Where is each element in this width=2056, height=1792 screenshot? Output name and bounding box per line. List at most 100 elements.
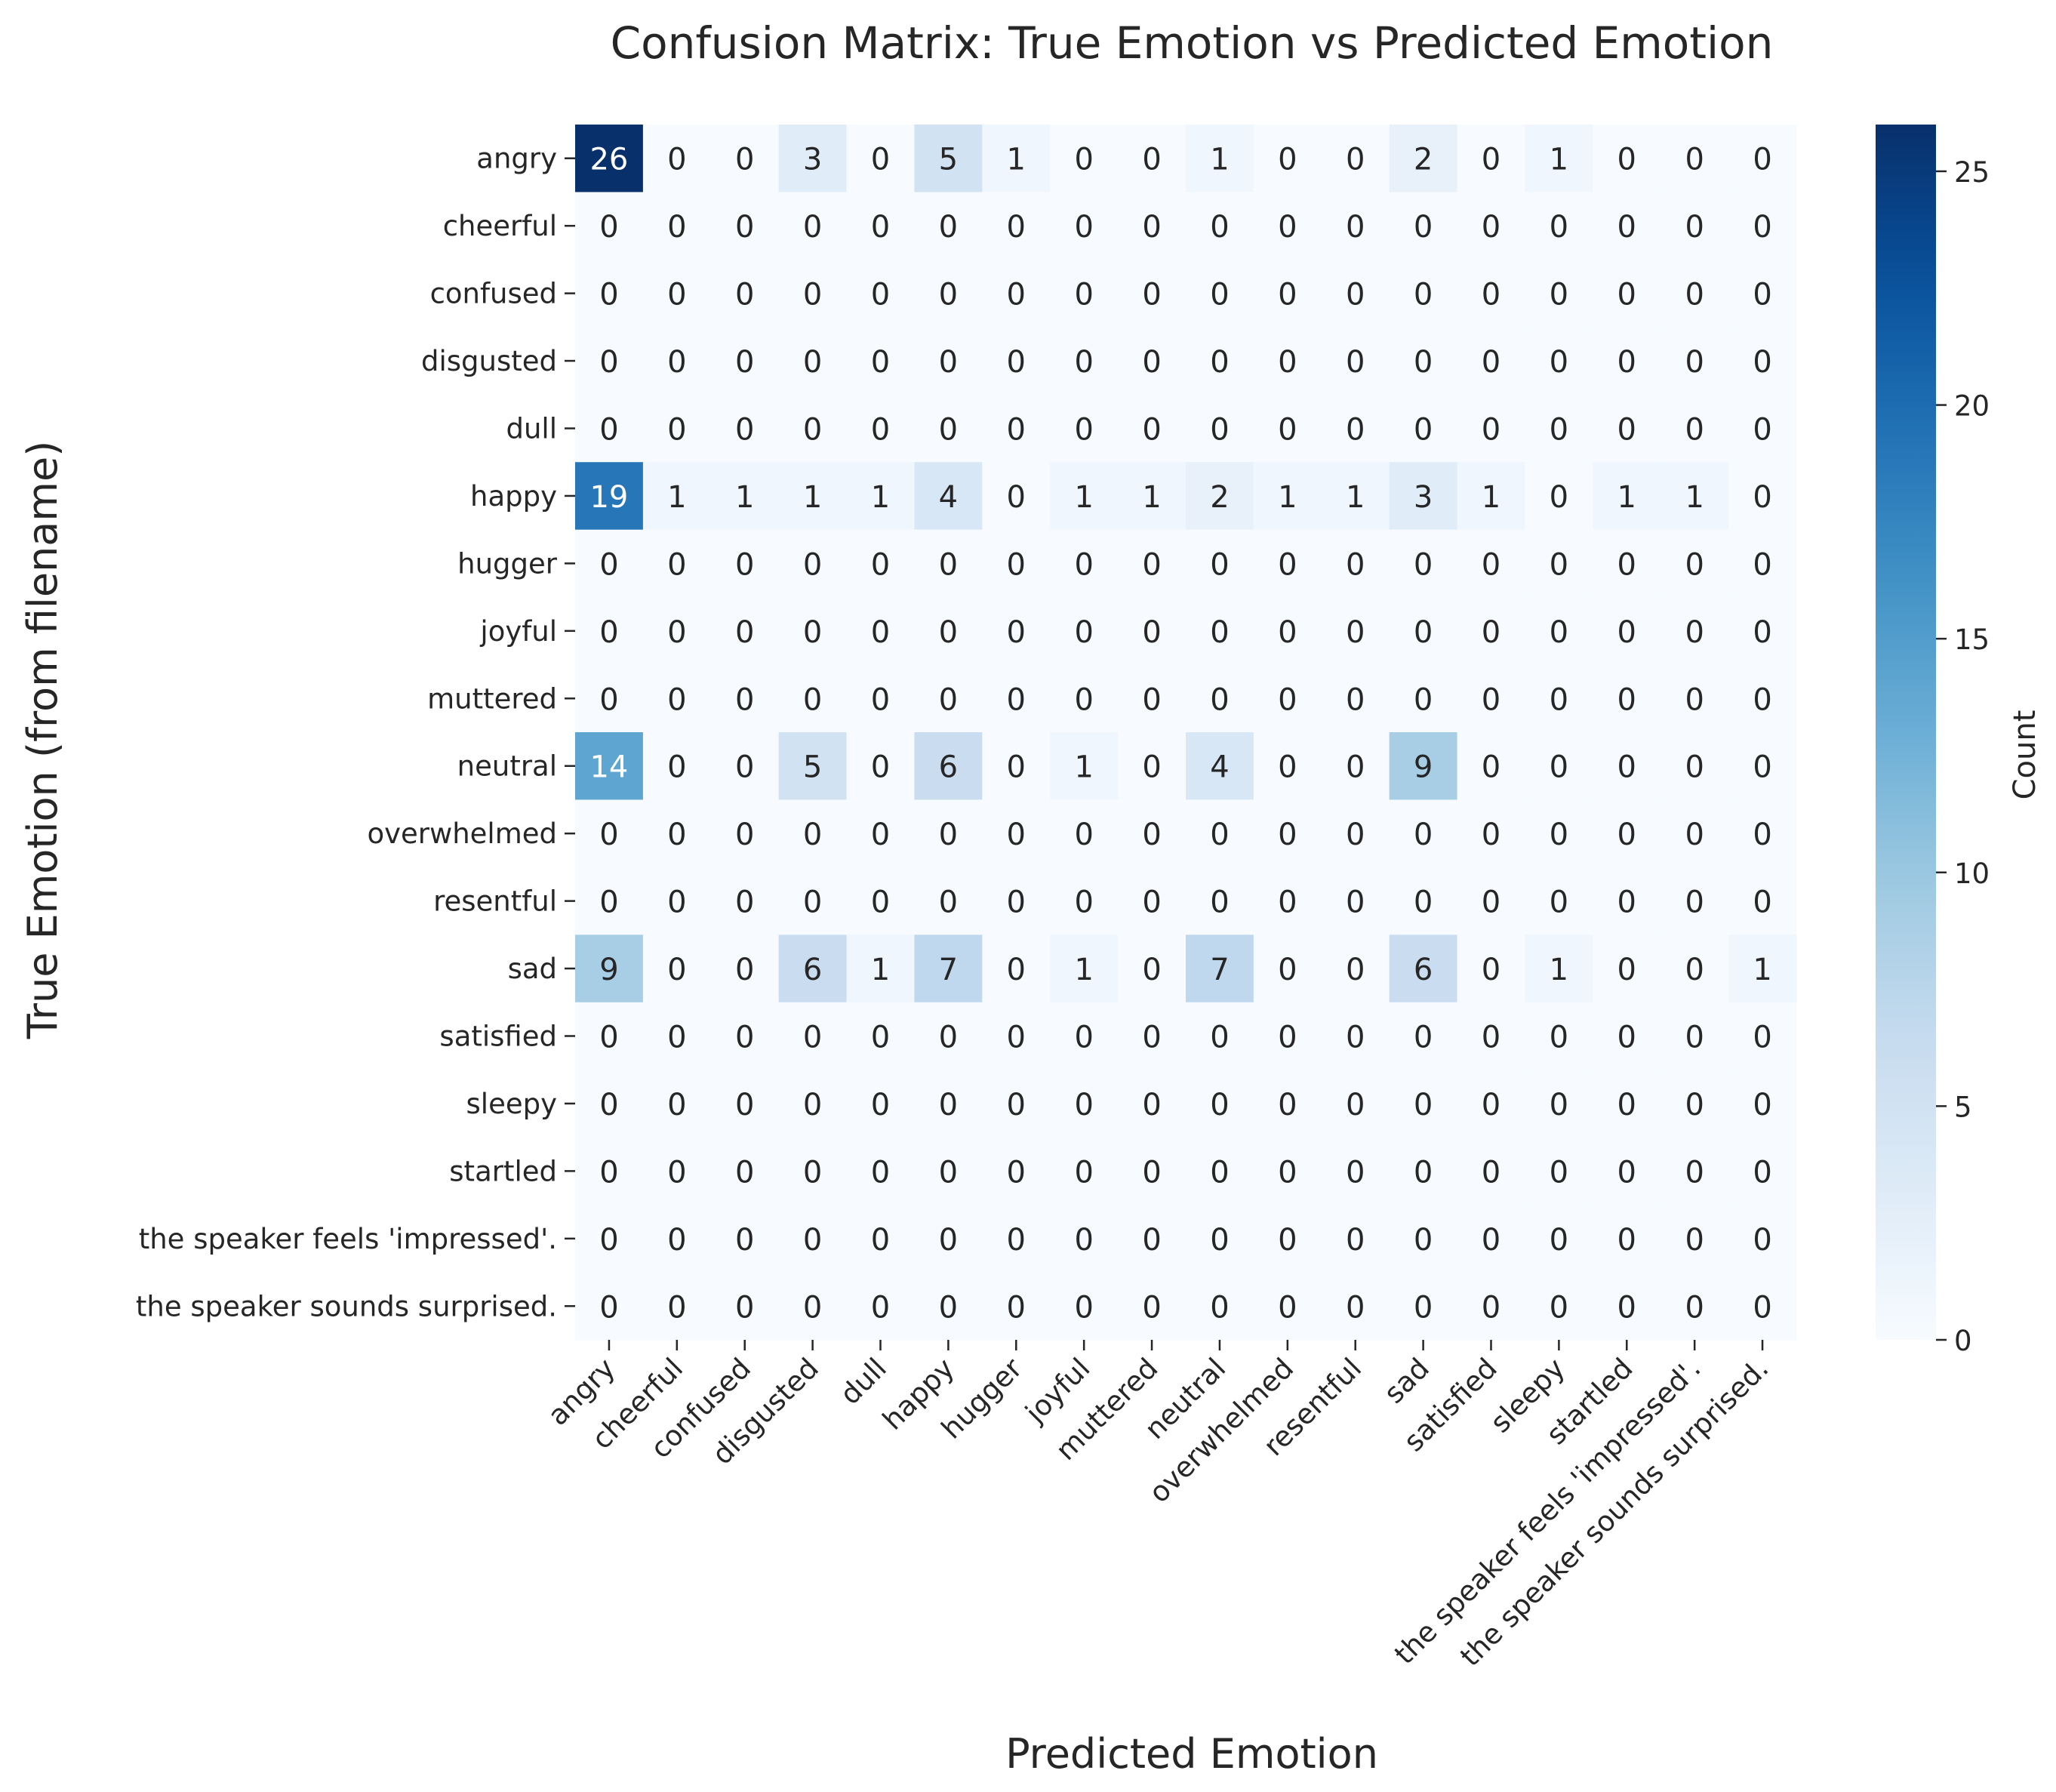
cell-value-label: 6: [803, 953, 822, 987]
cell-value-label: 0: [1210, 345, 1229, 380]
cell-value-label: 14: [589, 750, 628, 785]
cell-value-label: 0: [1617, 1223, 1636, 1258]
cell-value-label: 0: [1346, 143, 1365, 177]
cell-value-label: 0: [1482, 817, 1500, 852]
heatmap-cell: [982, 1205, 1051, 1273]
cell-value-label: 7: [939, 953, 958, 987]
cell-value-label: 0: [1753, 1223, 1771, 1258]
cell-value-label: 0: [1007, 953, 1026, 987]
heatmap-cell: [1050, 394, 1119, 463]
heatmap-cell: [710, 394, 780, 463]
heatmap-cell: [575, 394, 644, 463]
heatmap-cell: [914, 597, 983, 666]
heatmap-cell: [778, 799, 848, 868]
heatmap-cell: [1457, 125, 1526, 193]
cell-value-label: 0: [1142, 1290, 1161, 1325]
heatmap-cell: [1660, 1205, 1729, 1273]
cell-value-label: 0: [1210, 1223, 1229, 1258]
cell-value-label: 0: [803, 413, 822, 448]
heatmap-cell: [1660, 799, 1729, 868]
cell-value-label: 0: [667, 547, 686, 582]
heatmap-cell: [1525, 1272, 1593, 1341]
cell-value-label: 0: [1617, 750, 1636, 785]
cell-value-label: 0: [1550, 480, 1568, 515]
heatmap-cell: [914, 934, 983, 1003]
heatmap-cell: [1593, 462, 1661, 531]
cell-value-label: 0: [871, 750, 890, 785]
heatmap-cell: [1253, 125, 1322, 193]
heatmap-cell: [575, 125, 644, 193]
heatmap-cell: [1050, 934, 1119, 1003]
cell-value-label: 0: [871, 1088, 890, 1122]
cell-value-label: 0: [1414, 547, 1433, 582]
cell-value-label: 0: [1278, 817, 1297, 852]
heatmap-cell: [1457, 664, 1526, 733]
cell-value-label: 1: [1482, 480, 1500, 515]
heatmap-cell: [1660, 934, 1729, 1003]
heatmap-cell: [1728, 462, 1797, 531]
heatmap-cell: [1321, 732, 1390, 801]
heatmap-cell: [914, 867, 983, 935]
heatmap-cell: [914, 1070, 983, 1138]
cell-value-label: 0: [1550, 885, 1568, 920]
cell-value-label: 0: [1482, 615, 1500, 650]
cell-value-label: 0: [1482, 750, 1500, 785]
heatmap-cell: [1660, 327, 1729, 396]
heatmap-cell: [1728, 394, 1797, 463]
cell-value-label: 1: [735, 480, 754, 515]
heatmap-cell: [1050, 529, 1119, 598]
heatmap-cell: [1389, 1137, 1458, 1205]
cell-value-label: 0: [1074, 1021, 1093, 1055]
cell-value-label: 0: [1278, 210, 1297, 245]
heatmap-cell: [1457, 394, 1526, 463]
heatmap-cell: [642, 799, 712, 868]
cell-value-label: 0: [1617, 1155, 1636, 1190]
heatmap-cell: [982, 462, 1051, 531]
heatmap-cell: [1728, 732, 1797, 801]
cell-value-label: 0: [1142, 953, 1161, 987]
cell-value-label: 0: [1346, 278, 1365, 313]
heatmap-cell: [1457, 1070, 1526, 1138]
cell-value-label: 9: [1414, 750, 1433, 785]
cell-value-label: 0: [1550, 1223, 1568, 1258]
heatmap-cell: [1050, 664, 1119, 733]
heatmap-cell: [1253, 867, 1322, 935]
x-tick-label: dull: [834, 1352, 893, 1411]
heatmap-cell: [1186, 1205, 1254, 1273]
heatmap-cell: [1457, 327, 1526, 396]
cell-value-label: 0: [939, 682, 958, 717]
cell-value-label: 0: [1414, 278, 1433, 313]
cell-value-label: 0: [1482, 1021, 1500, 1055]
cell-value-label: 0: [939, 1088, 958, 1122]
heatmap-cell: [1253, 934, 1322, 1003]
y-tick-label: sleepy: [466, 1088, 557, 1120]
cell-value-label: 0: [1346, 615, 1365, 650]
cell-value-label: 0: [667, 345, 686, 380]
heatmap-cell: [710, 125, 780, 193]
cell-value-label: 0: [1007, 1155, 1026, 1190]
cell-value-label: 5: [939, 143, 958, 177]
heatmap-cell: [1118, 125, 1187, 193]
heatmap-cell: [1118, 1272, 1187, 1341]
cell-value-label: 1: [1142, 480, 1161, 515]
cell-value-label: 0: [1074, 345, 1093, 380]
cell-value-label: 0: [1074, 1155, 1093, 1190]
cell-value-label: 0: [1617, 1021, 1636, 1055]
heatmap-cell: [778, 192, 848, 260]
cell-value-label: 0: [735, 817, 754, 852]
heatmap-cell: [846, 732, 916, 801]
y-tick-label: overwhelmed: [367, 817, 557, 850]
heatmap-cell: [1321, 934, 1390, 1003]
cell-value-label: 0: [599, 210, 618, 245]
heatmap-cell: [1728, 1272, 1797, 1341]
cell-value-label: 0: [1278, 1290, 1297, 1325]
cell-value-label: 0: [1482, 1290, 1500, 1325]
cell-value-label: 0: [1685, 1155, 1704, 1190]
cell-value-label: 0: [667, 817, 686, 852]
cell-value-label: 0: [1278, 953, 1297, 987]
y-tick-label: neutral: [457, 750, 557, 783]
heatmap-cell: [1186, 529, 1254, 598]
heatmap-cell: [982, 799, 1051, 868]
cell-value-label: 1: [1550, 143, 1568, 177]
heatmap-cell: [846, 462, 916, 531]
